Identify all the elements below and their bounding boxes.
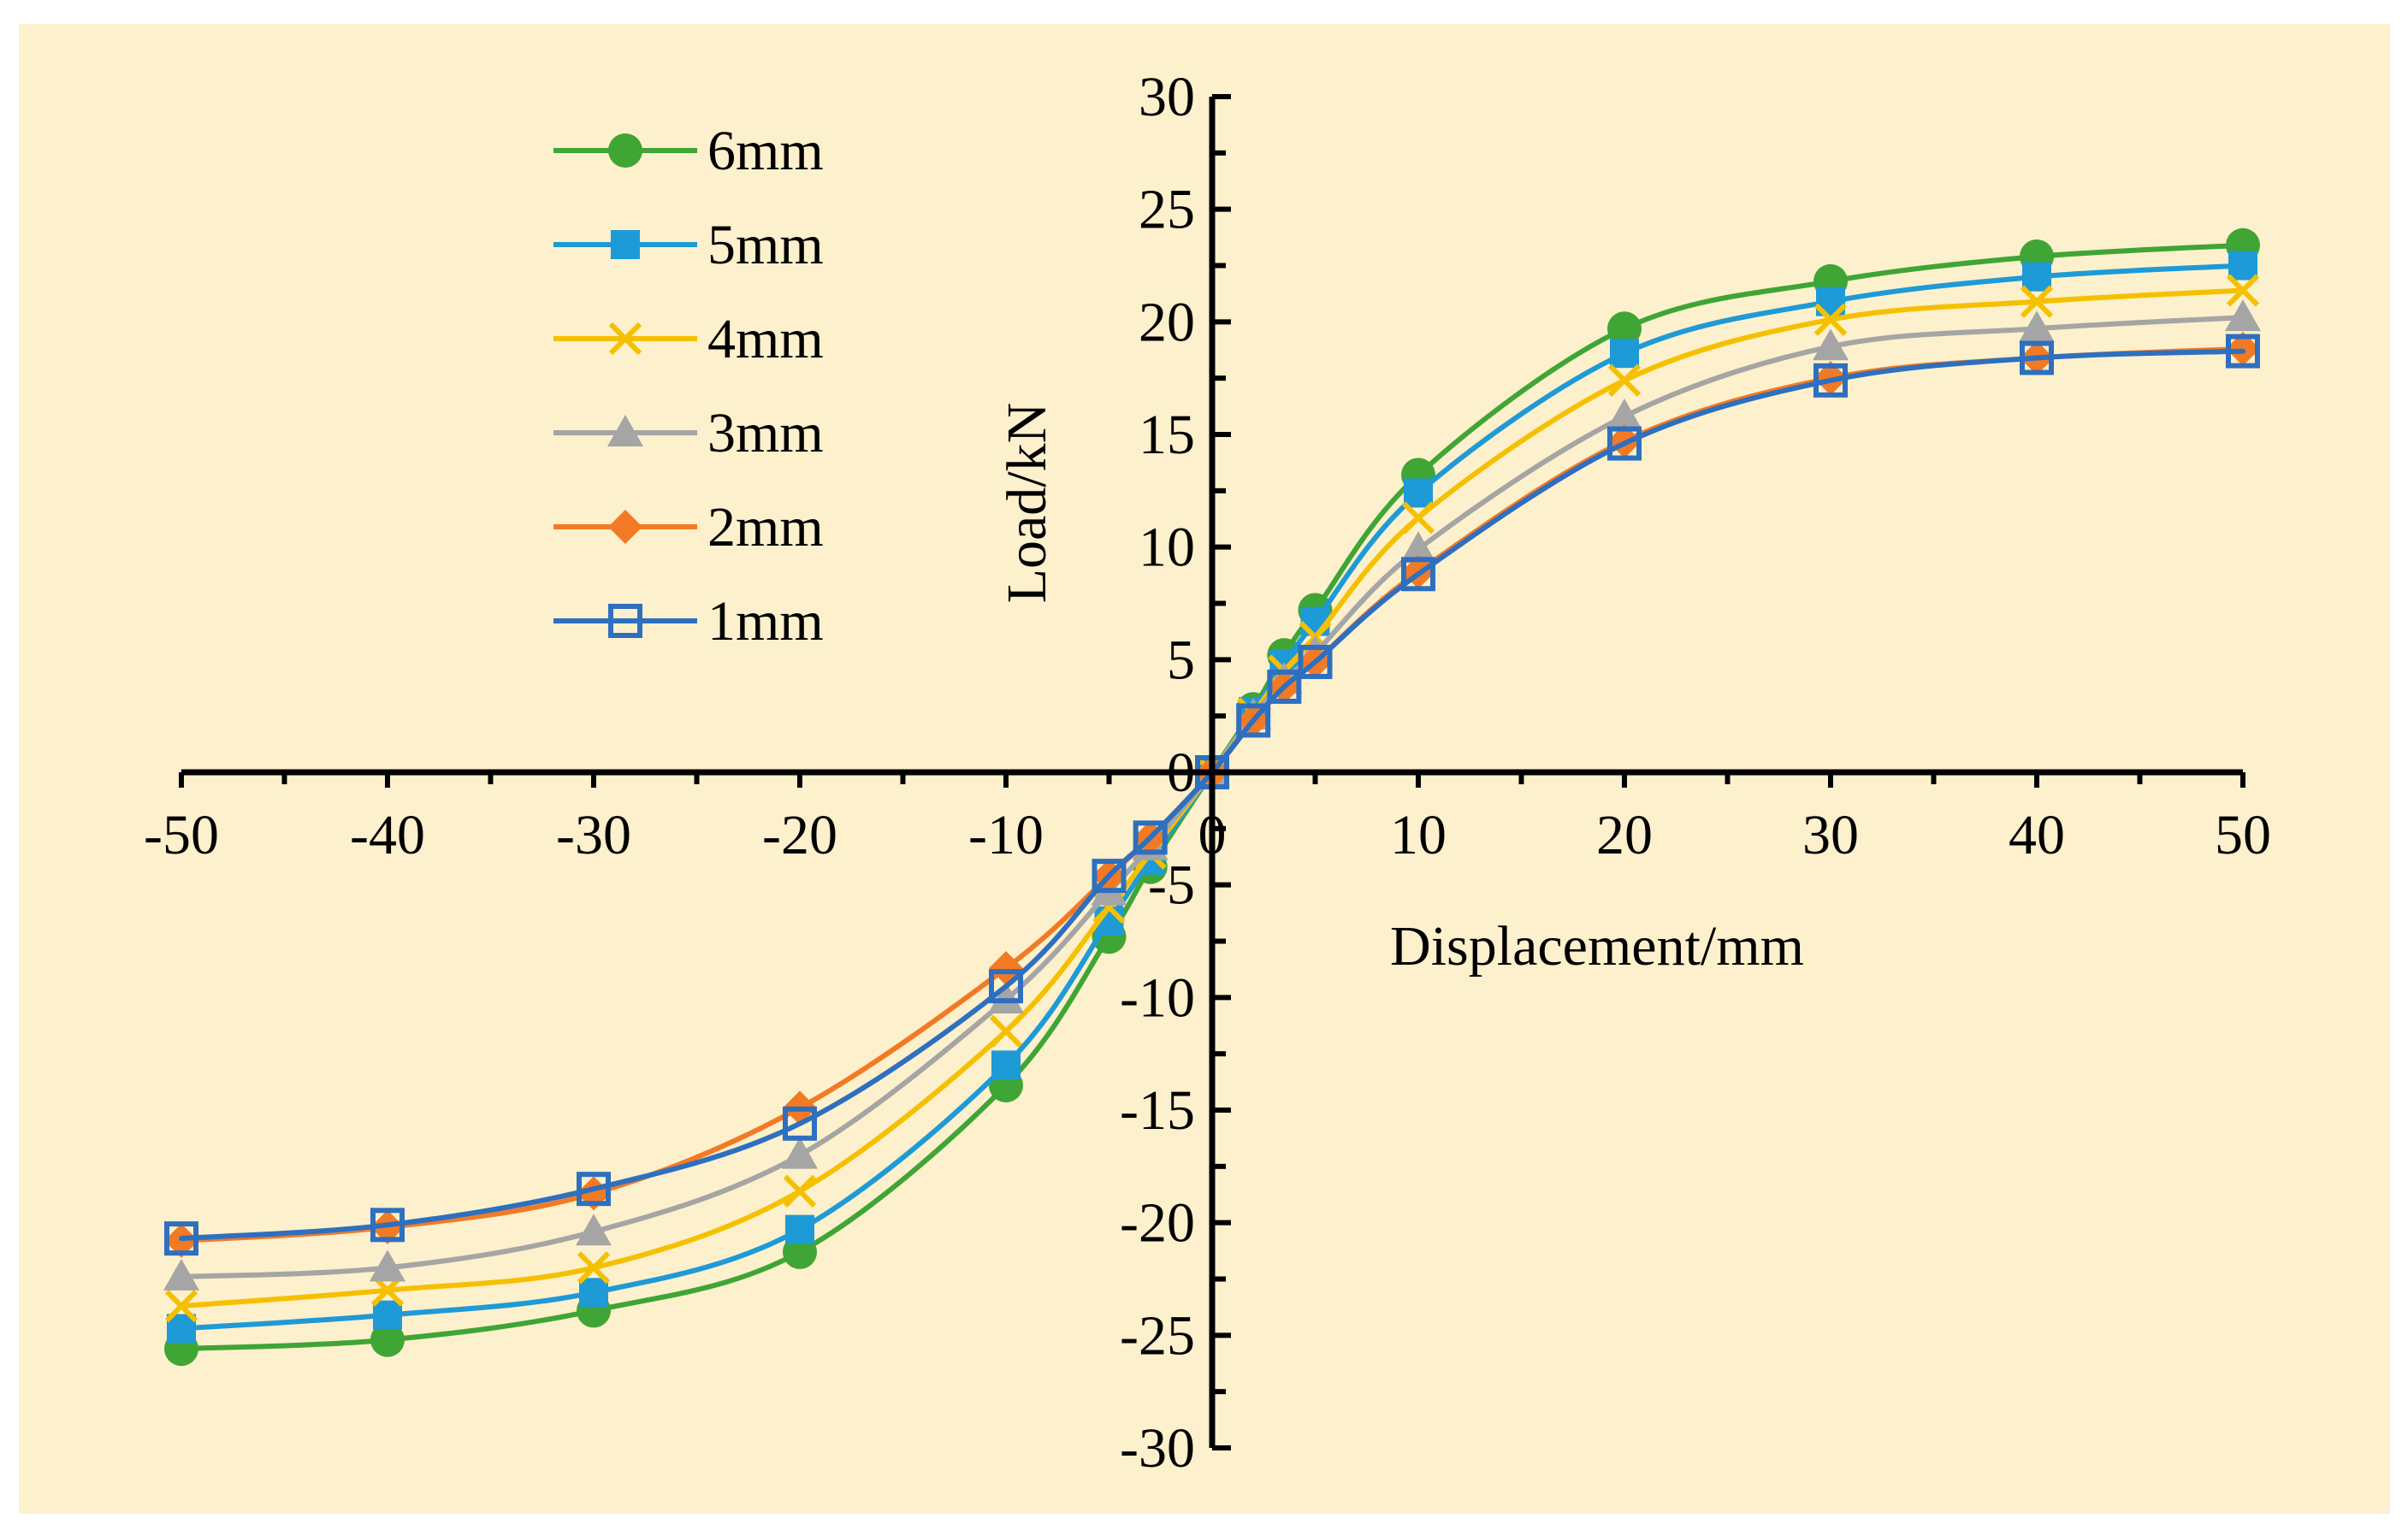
data-point-3mm — [163, 1258, 199, 1291]
data-point-4mm — [783, 1174, 817, 1208]
data-point-4mm — [1607, 363, 1642, 397]
data-point-4mm — [164, 1289, 198, 1323]
legend-item-4mm: 4mm — [553, 308, 824, 370]
data-point-5mm — [2228, 251, 2257, 281]
legend-item-3mm: 3mm — [553, 402, 824, 464]
legend-marker — [608, 133, 642, 168]
data-point-1mm — [783, 1106, 817, 1141]
x-tick-label: 50 — [2215, 804, 2271, 866]
legend-item-1mm: 1mm — [553, 590, 824, 653]
data-point-1mm — [989, 969, 1023, 1004]
data-point-4mm — [989, 1014, 1023, 1048]
data-point-1mm — [2226, 334, 2260, 369]
data-point-3mm — [370, 1249, 405, 1282]
legend-label: 2mm — [707, 496, 824, 558]
legend-marker — [608, 604, 642, 638]
data-point-5mm — [579, 1278, 608, 1308]
x-axis-title: Displacement/mm — [1390, 915, 1804, 978]
data-point-4mm — [577, 1251, 611, 1285]
legend-marker — [607, 415, 643, 446]
data-point-5mm — [373, 1300, 402, 1330]
legend: 6mm 5mm 4mm 3mm 2mm 1mm — [553, 120, 824, 653]
series-group — [163, 227, 2261, 1367]
data-point-6mm — [370, 1322, 405, 1357]
legend-marker — [608, 510, 642, 544]
x-tick-label: 20 — [1596, 804, 1653, 866]
legend-label: 6mm — [707, 120, 824, 182]
load-displacement-chart: -50 -40 -30 -20 -10 0 10 20 30 40 50302520151050-5… — [144, 66, 2271, 1480]
x-tick-label: 0 — [1198, 804, 1227, 866]
data-point-3mm — [1606, 398, 1642, 430]
legend-label: 4mm — [707, 308, 824, 370]
data-point-1mm — [370, 1208, 405, 1243]
data-point-4mm — [1401, 501, 1435, 535]
data-point-4mm — [1813, 303, 1848, 336]
data-point-4mm — [2020, 285, 2054, 318]
legend-marker — [608, 322, 642, 356]
y-tick-label: -25 — [1120, 1304, 1195, 1367]
data-point-1mm — [1401, 557, 1435, 592]
x-tick-label: 40 — [2009, 804, 2065, 866]
y-tick-label: 10 — [1139, 517, 1195, 579]
y-tick-label: -15 — [1120, 1079, 1195, 1142]
data-point-5mm — [1404, 478, 1433, 508]
data-point-1mm — [577, 1172, 611, 1207]
legend-marker — [611, 230, 640, 259]
y-tick-label: 5 — [1167, 629, 1195, 691]
data-point-1mm — [1607, 426, 1642, 461]
data-point-1mm — [2020, 340, 2054, 375]
data-point-1mm — [1813, 363, 1848, 398]
legend-item-6mm: 6mm — [553, 120, 824, 182]
y-tick-label: 15 — [1139, 404, 1195, 466]
data-point-3mm — [2225, 299, 2261, 332]
data-point-3mm — [1400, 531, 1436, 564]
data-point-1mm — [1133, 820, 1168, 855]
y-tick-label: -30 — [1120, 1417, 1195, 1480]
y-tick-label: 25 — [1139, 179, 1195, 241]
legend-label: 1mm — [707, 590, 824, 653]
legend-label: 3mm — [707, 402, 824, 464]
legend-item-5mm: 5mm — [553, 214, 824, 276]
data-point-6mm — [1607, 311, 1642, 346]
data-point-3mm — [1813, 328, 1849, 361]
y-tick-label: 0 — [1167, 741, 1195, 804]
y-tick-label: -5 — [1148, 854, 1195, 917]
x-tick-label: -30 — [556, 804, 631, 866]
x-tick-label: 30 — [1802, 804, 1859, 866]
data-point-5mm — [2022, 262, 2051, 292]
data-point-5mm — [1610, 339, 1639, 369]
data-point-3mm — [782, 1137, 818, 1169]
legend-label: 5mm — [707, 214, 824, 276]
x-tick-label: 10 — [1390, 804, 1447, 866]
legend-item-2mm: 2mm — [553, 496, 824, 558]
chart-frame: -50 -40 -30 -20 -10 0 10 20 30 40 50 30 25 20 15 10 5 0 -5… — [19, 24, 2390, 1514]
data-point-4mm — [2226, 274, 2260, 307]
x-tick-label: -50 — [144, 804, 219, 866]
y-tick-label: 30 — [1139, 66, 1195, 128]
data-point-3mm — [988, 981, 1024, 1013]
y-axis-title: Load/kN — [996, 403, 1058, 604]
x-tick-label: -40 — [350, 804, 425, 866]
series-line-1mm — [179, 348, 2245, 1242]
data-point-3mm — [2019, 310, 2055, 343]
data-point-1mm — [1267, 669, 1302, 704]
y-tick-label: 20 — [1139, 291, 1195, 353]
data-point-1mm — [1236, 703, 1271, 738]
data-point-3mm — [576, 1214, 612, 1246]
x-tick-label: -20 — [762, 804, 837, 866]
data-point-5mm — [785, 1214, 814, 1244]
y-tick-label: -10 — [1120, 966, 1195, 1029]
series-1mm — [164, 334, 2260, 1256]
y-tick-label: -20 — [1120, 1192, 1195, 1255]
data-point-1mm — [1298, 644, 1333, 679]
axes-group: -50 -40 -30 -20 -10 0 10 20 30 40 50302520151050-5… — [144, 66, 2271, 1480]
data-point-1mm — [1092, 859, 1127, 894]
x-tick-label: -10 — [968, 804, 1044, 866]
data-point-5mm — [991, 1050, 1021, 1080]
data-point-1mm — [164, 1221, 198, 1256]
